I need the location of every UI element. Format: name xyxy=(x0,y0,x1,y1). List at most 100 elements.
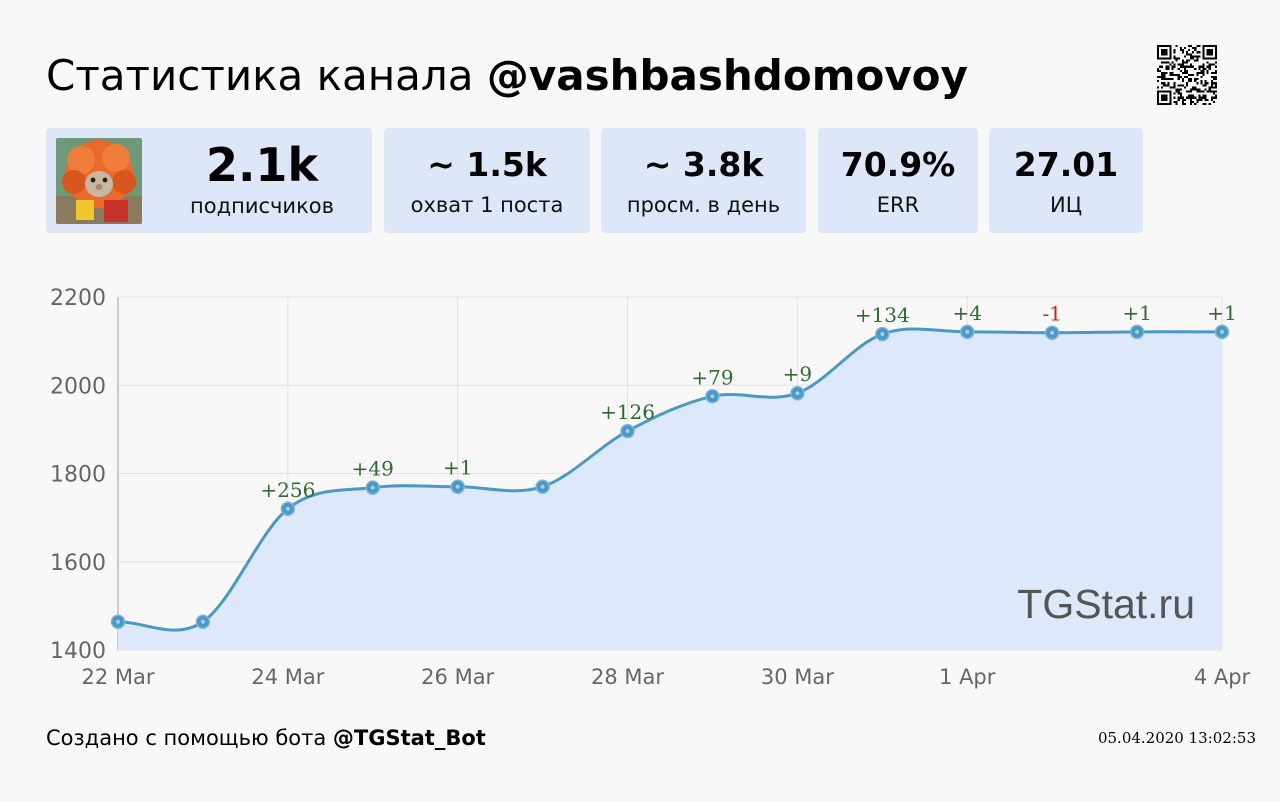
qr-module xyxy=(1177,92,1180,95)
qr-module xyxy=(1210,63,1213,66)
qr-module xyxy=(1181,61,1184,64)
qr-module xyxy=(1192,57,1195,60)
qr-module xyxy=(1210,76,1213,79)
qr-module xyxy=(1198,88,1201,91)
qr-finder xyxy=(1157,90,1160,105)
qr-module xyxy=(1196,98,1199,101)
y-tick-label: 1800 xyxy=(50,463,106,488)
qr-module xyxy=(1179,84,1182,87)
qr-module xyxy=(1196,100,1199,103)
qr-module xyxy=(1208,67,1211,70)
qr-module xyxy=(1200,71,1203,74)
qr-module xyxy=(1202,90,1205,93)
qr-module xyxy=(1198,90,1201,93)
qr-module xyxy=(1214,94,1217,97)
qr-module xyxy=(1190,80,1193,83)
qr-module xyxy=(1212,63,1215,66)
qr-module xyxy=(1194,47,1197,50)
qr-module xyxy=(1188,78,1191,81)
qr-module xyxy=(1194,49,1197,52)
qr-module xyxy=(1204,82,1207,85)
qr-module xyxy=(1196,57,1199,60)
qr-module xyxy=(1183,61,1186,64)
qr-module xyxy=(1194,96,1197,99)
data-point-center xyxy=(710,394,715,399)
qr-module xyxy=(1161,65,1164,68)
qr-module xyxy=(1214,71,1217,74)
qr-module xyxy=(1161,71,1164,74)
chart-points xyxy=(110,324,1230,630)
qr-module xyxy=(1157,80,1160,83)
qr-module xyxy=(1188,65,1191,68)
qr-module xyxy=(1165,71,1168,74)
qr-module xyxy=(1192,94,1195,97)
bot-link[interactable]: @TGStat_Bot xyxy=(332,726,486,750)
qr-module xyxy=(1190,55,1193,58)
subscribers-chart: +256+49 +1+126+79 +9+134 +4 -1 +1 +1 140016001… xyxy=(50,286,1251,689)
qr-module xyxy=(1202,96,1205,99)
qr-module xyxy=(1161,78,1164,81)
stat-value: ~ 3.8k xyxy=(643,145,764,184)
qr-module xyxy=(1198,65,1201,68)
qr-module xyxy=(1202,67,1205,70)
qr-module xyxy=(1194,88,1197,91)
qr-module xyxy=(1200,90,1203,93)
qr-module xyxy=(1177,73,1180,77)
qr-module xyxy=(1190,57,1193,60)
qr-module xyxy=(1183,69,1186,72)
qr-module xyxy=(1212,96,1215,99)
data-point-center xyxy=(285,506,290,511)
qr-module xyxy=(1171,78,1174,81)
qr-module xyxy=(1179,88,1182,91)
qr-module xyxy=(1177,84,1180,87)
qr-module xyxy=(1163,73,1166,77)
qr-module xyxy=(1192,73,1195,77)
channel-name: @vashbashdomovoy xyxy=(486,51,968,100)
qr-module xyxy=(1210,80,1213,83)
qr-module xyxy=(1157,69,1160,72)
qr-module xyxy=(1167,82,1170,85)
qr-module xyxy=(1212,82,1215,85)
qr-module xyxy=(1185,84,1189,87)
qr-module xyxy=(1196,90,1199,93)
qr-module xyxy=(1196,59,1199,62)
qr-module xyxy=(1190,53,1193,56)
qr-module xyxy=(1159,65,1162,68)
qr-module xyxy=(1202,65,1205,68)
qr-module xyxy=(1190,94,1193,97)
data-label: +79 xyxy=(691,365,733,389)
y-tick-label: 2200 xyxy=(50,286,106,311)
qr-code-icon xyxy=(1157,45,1217,105)
qr-module xyxy=(1165,65,1168,68)
qr-module xyxy=(1175,57,1178,60)
data-label: +1 xyxy=(443,456,472,480)
qr-module xyxy=(1214,84,1217,87)
qr-module xyxy=(1210,84,1213,87)
qr-module xyxy=(1163,78,1166,81)
qr-module xyxy=(1202,63,1205,66)
qr-module xyxy=(1175,90,1178,93)
qr-module xyxy=(1185,96,1189,99)
qr-module xyxy=(1181,102,1184,105)
qr-module xyxy=(1171,86,1174,89)
qr-module xyxy=(1173,86,1176,89)
qr-module xyxy=(1167,65,1170,68)
qr-module xyxy=(1161,86,1164,89)
qr-module xyxy=(1165,61,1168,64)
qr-module xyxy=(1173,63,1176,66)
qr-module xyxy=(1177,98,1180,101)
qr-module xyxy=(1185,51,1189,54)
qr-module xyxy=(1177,57,1180,60)
qr-module xyxy=(1192,86,1195,89)
data-point-center xyxy=(1050,330,1055,335)
qr-module xyxy=(1181,51,1184,54)
x-tick-label: 1 Apr xyxy=(939,665,996,689)
qr-module xyxy=(1188,96,1191,99)
data-point-center xyxy=(880,332,885,337)
qr-module xyxy=(1196,45,1199,48)
qr-module xyxy=(1214,86,1217,89)
qr-module xyxy=(1202,69,1205,72)
qr-module xyxy=(1173,92,1176,95)
data-point-center xyxy=(965,329,970,334)
qr-module xyxy=(1198,55,1201,58)
